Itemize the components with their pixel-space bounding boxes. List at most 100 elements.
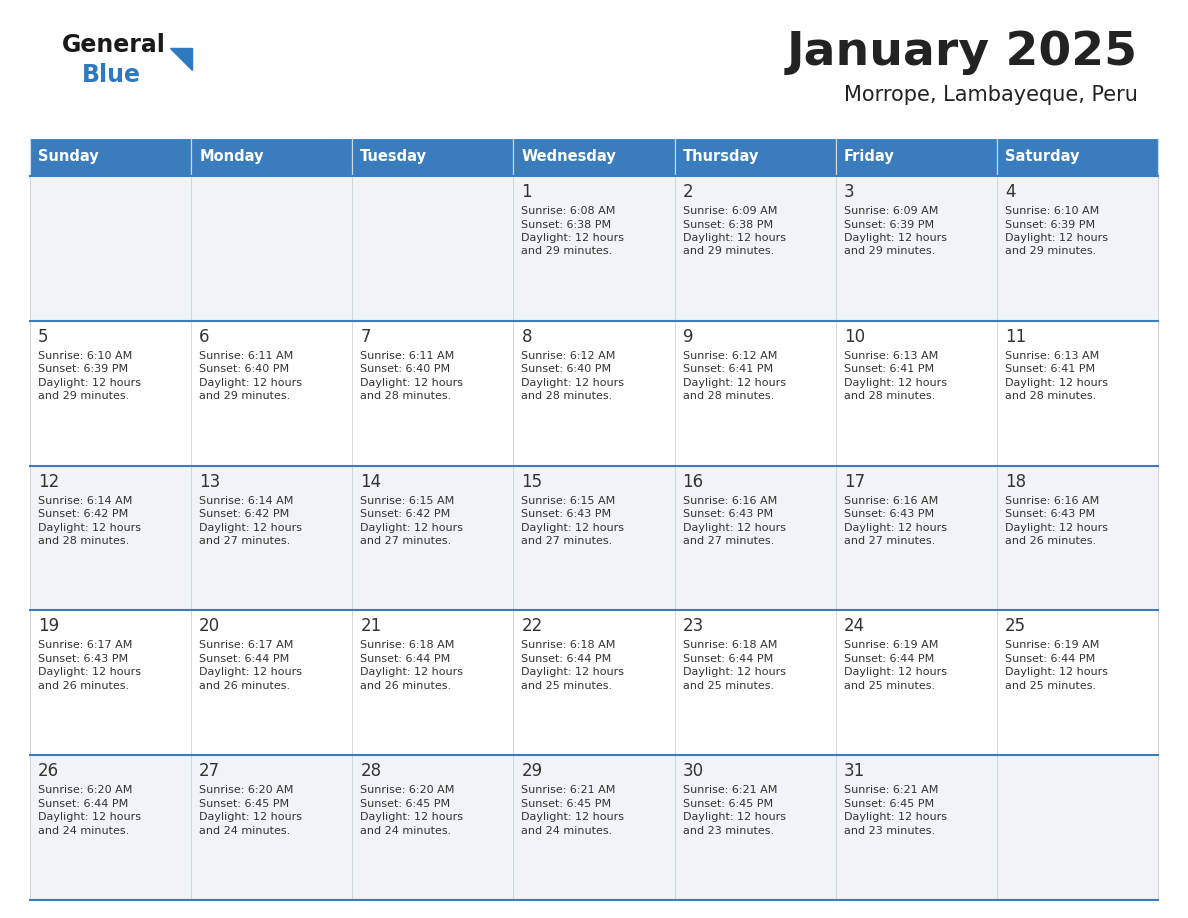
Text: Sunset: 6:41 PM: Sunset: 6:41 PM [1005,364,1095,375]
Text: General: General [62,33,166,57]
Text: Sunset: 6:41 PM: Sunset: 6:41 PM [843,364,934,375]
Text: and 25 minutes.: and 25 minutes. [683,681,773,691]
Text: Sunrise: 6:20 AM: Sunrise: 6:20 AM [200,785,293,795]
Text: 4: 4 [1005,183,1016,201]
Text: 10: 10 [843,328,865,346]
Text: 15: 15 [522,473,543,490]
Text: Sunset: 6:39 PM: Sunset: 6:39 PM [1005,219,1095,230]
Text: Daylight: 12 hours: Daylight: 12 hours [360,667,463,677]
Text: Sunset: 6:45 PM: Sunset: 6:45 PM [683,799,772,809]
Text: 13: 13 [200,473,221,490]
Text: and 28 minutes.: and 28 minutes. [683,391,773,401]
Text: Sunrise: 6:09 AM: Sunrise: 6:09 AM [683,206,777,216]
Bar [997,756,1158,900]
Bar [191,320,353,465]
Text: Thursday: Thursday [683,150,759,164]
Text: Sunrise: 6:15 AM: Sunrise: 6:15 AM [522,496,615,506]
Text: and 23 minutes.: and 23 minutes. [683,825,773,835]
Text: Sunrise: 6:18 AM: Sunrise: 6:18 AM [360,641,455,650]
Text: and 29 minutes.: and 29 minutes. [1005,247,1097,256]
Text: Sunrise: 6:21 AM: Sunrise: 6:21 AM [522,785,615,795]
Text: Sunrise: 6:17 AM: Sunrise: 6:17 AM [38,641,132,650]
Text: Sunset: 6:44 PM: Sunset: 6:44 PM [683,654,773,664]
Text: 2: 2 [683,183,693,201]
Text: Daylight: 12 hours: Daylight: 12 hours [1005,378,1108,387]
Text: 23: 23 [683,618,703,635]
Text: Friday: Friday [843,150,895,164]
Bar [353,176,513,320]
Text: and 27 minutes.: and 27 minutes. [683,536,773,546]
Text: Daylight: 12 hours: Daylight: 12 hours [38,812,141,823]
Text: Wednesday: Wednesday [522,150,617,164]
Text: 25: 25 [1005,618,1026,635]
Text: and 24 minutes.: and 24 minutes. [200,825,290,835]
Bar [675,465,835,610]
Bar [997,138,1158,176]
Text: 5: 5 [38,328,49,346]
Text: Daylight: 12 hours: Daylight: 12 hours [200,378,302,387]
Text: Daylight: 12 hours: Daylight: 12 hours [843,522,947,532]
Text: Daylight: 12 hours: Daylight: 12 hours [360,522,463,532]
Text: and 27 minutes.: and 27 minutes. [360,536,451,546]
Text: Sunrise: 6:12 AM: Sunrise: 6:12 AM [522,351,615,361]
Text: Monday: Monday [200,150,264,164]
Text: 11: 11 [1005,328,1026,346]
Text: Sunset: 6:45 PM: Sunset: 6:45 PM [522,799,612,809]
Text: Daylight: 12 hours: Daylight: 12 hours [522,233,625,243]
Text: Sunset: 6:44 PM: Sunset: 6:44 PM [843,654,934,664]
Bar [835,610,997,756]
Text: Daylight: 12 hours: Daylight: 12 hours [38,378,141,387]
Text: Sunrise: 6:12 AM: Sunrise: 6:12 AM [683,351,777,361]
Text: 30: 30 [683,762,703,780]
Bar [191,176,353,320]
Text: and 29 minutes.: and 29 minutes. [843,247,935,256]
Text: Sunrise: 6:21 AM: Sunrise: 6:21 AM [683,785,777,795]
Text: 26: 26 [38,762,59,780]
Bar [30,320,191,465]
Text: Sunrise: 6:19 AM: Sunrise: 6:19 AM [843,641,939,650]
Text: 16: 16 [683,473,703,490]
Text: and 23 minutes.: and 23 minutes. [843,825,935,835]
Text: Sunset: 6:42 PM: Sunset: 6:42 PM [200,509,290,519]
Text: Daylight: 12 hours: Daylight: 12 hours [1005,233,1108,243]
Text: Sunrise: 6:08 AM: Sunrise: 6:08 AM [522,206,615,216]
Bar [30,138,191,176]
Text: Tuesday: Tuesday [360,150,428,164]
Text: 22: 22 [522,618,543,635]
Text: Sunset: 6:38 PM: Sunset: 6:38 PM [522,219,612,230]
Text: 12: 12 [38,473,59,490]
Bar [675,320,835,465]
Text: and 24 minutes.: and 24 minutes. [38,825,129,835]
Text: Daylight: 12 hours: Daylight: 12 hours [1005,667,1108,677]
Text: Daylight: 12 hours: Daylight: 12 hours [843,812,947,823]
Text: Sunday: Sunday [38,150,99,164]
Text: 29: 29 [522,762,543,780]
Bar [30,465,191,610]
Bar [191,465,353,610]
Text: 1: 1 [522,183,532,201]
Bar [30,610,191,756]
Text: 3: 3 [843,183,854,201]
Text: 7: 7 [360,328,371,346]
Text: Sunrise: 6:11 AM: Sunrise: 6:11 AM [360,351,455,361]
Bar [513,176,675,320]
Text: and 24 minutes.: and 24 minutes. [360,825,451,835]
Text: Daylight: 12 hours: Daylight: 12 hours [843,667,947,677]
Text: Sunset: 6:43 PM: Sunset: 6:43 PM [1005,509,1095,519]
Text: 6: 6 [200,328,209,346]
Text: Sunset: 6:44 PM: Sunset: 6:44 PM [200,654,290,664]
Text: 17: 17 [843,473,865,490]
Text: Daylight: 12 hours: Daylight: 12 hours [200,667,302,677]
Text: Sunrise: 6:10 AM: Sunrise: 6:10 AM [1005,206,1099,216]
Text: Sunrise: 6:19 AM: Sunrise: 6:19 AM [1005,641,1099,650]
Text: Sunset: 6:44 PM: Sunset: 6:44 PM [522,654,612,664]
Text: Daylight: 12 hours: Daylight: 12 hours [843,233,947,243]
Text: Sunset: 6:39 PM: Sunset: 6:39 PM [843,219,934,230]
Bar [675,756,835,900]
Text: 20: 20 [200,618,220,635]
Text: Sunrise: 6:18 AM: Sunrise: 6:18 AM [683,641,777,650]
Text: Sunrise: 6:14 AM: Sunrise: 6:14 AM [200,496,293,506]
Text: and 27 minutes.: and 27 minutes. [522,536,613,546]
Bar [191,756,353,900]
Text: Daylight: 12 hours: Daylight: 12 hours [683,667,785,677]
